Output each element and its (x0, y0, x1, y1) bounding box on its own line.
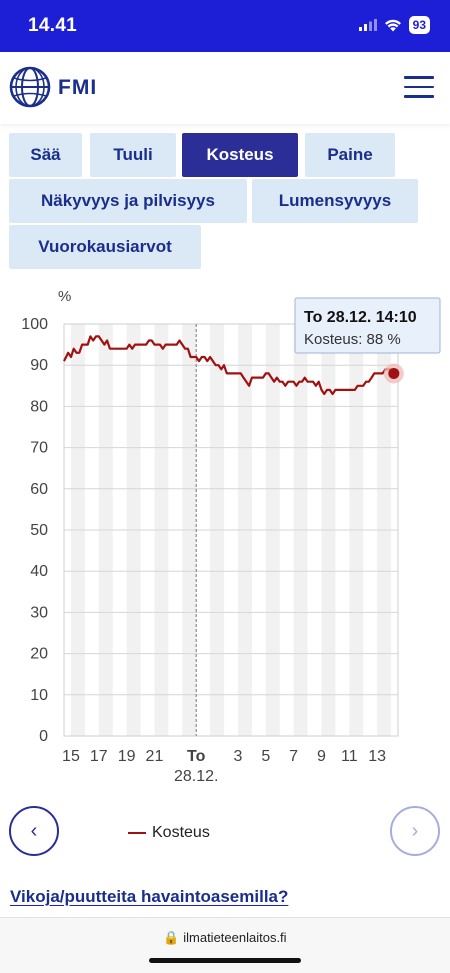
logo-text[interactable]: FMI (58, 76, 98, 99)
x-tick-label: To (187, 748, 206, 765)
status-bar: 14.41 93 (0, 0, 450, 52)
tab-kosteus-label: Kosteus (206, 145, 274, 164)
y-axis-unit: % (58, 288, 71, 305)
tab-saa-label: Sää (30, 145, 61, 164)
x-axis-ticks: 15 17 19 21 To 28.12. 3 5 7 9 11 13 (62, 748, 386, 785)
y-tick-label: 90 (30, 357, 48, 374)
lock-icon: 🔒 (163, 930, 180, 945)
y-tick-label: 60 (30, 481, 48, 498)
y-tick-label: 20 (30, 646, 48, 663)
battery-icon: 93 (408, 16, 430, 34)
tab-nakyvyys-label: Näkyvyys ja pilvisyys (41, 191, 215, 210)
status-icons: 93 (358, 15, 430, 35)
x-tick-label: 9 (317, 748, 326, 765)
divider (0, 917, 450, 918)
url-text: ilmatieteenlaitos.fi (183, 930, 287, 945)
legend-swatch (128, 832, 146, 834)
browser-url-bar[interactable]: 🔒 ilmatieteenlaitos.fi (0, 918, 450, 973)
status-time: 14.41 (28, 15, 78, 36)
x-tick-label: 7 (289, 748, 298, 765)
tab-nakyvyys-ja-pilvisyys[interactable]: Näkyvyys ja pilvisyys (9, 179, 247, 223)
y-tick-label: 30 (30, 604, 48, 621)
x-tick-label: 11 (341, 748, 358, 765)
tab-paine[interactable]: Paine (305, 133, 395, 177)
site-header: FMI (0, 52, 450, 124)
report-issues-link[interactable]: Vikoja/puutteita havaintoasemilla? (10, 887, 289, 906)
tab-lumensyvyys-label: Lumensyvyys (278, 191, 392, 210)
url-display[interactable]: 🔒 ilmatieteenlaitos.fi (0, 930, 450, 946)
tab-tuuli[interactable]: Tuuli (90, 133, 176, 177)
chevron-right-icon: › (411, 819, 419, 842)
tab-vuorokausiarvot-label: Vuorokausiarvot (38, 237, 172, 256)
y-tick-label: 50 (30, 522, 48, 539)
chart-legend[interactable]: Kosteus (128, 824, 210, 842)
tab-vuorokausiarvot[interactable]: Vuorokausiarvot (9, 225, 201, 269)
x-tick-label: 3 (234, 748, 243, 765)
cellular-signal-icon (358, 19, 377, 31)
y-tick-label: 0 (39, 728, 48, 745)
home-indicator (149, 958, 301, 963)
next-button[interactable]: › (390, 806, 440, 856)
legend-label: Kosteus (152, 824, 210, 841)
x-tick-sublabel: 28.12. (174, 768, 218, 785)
x-tick-label: 17 (90, 748, 108, 765)
tab-saa[interactable]: Sää (9, 133, 82, 177)
series-line-kosteus (63, 335, 394, 396)
y-tick-label: 70 (30, 440, 48, 457)
tab-lumensyvyys[interactable]: Lumensyvyys (252, 179, 418, 223)
wifi-icon (384, 19, 401, 31)
tooltip-value: Kosteus: 88 % (304, 331, 401, 348)
tooltip-box (294, 297, 441, 354)
chart-gridlines (64, 323, 398, 737)
plot-frame (63, 323, 399, 737)
tab-kosteus[interactable]: Kosteus (182, 133, 298, 177)
x-tick-label: 19 (118, 748, 136, 765)
y-tick-label: 80 (30, 398, 48, 415)
x-tick-label: 21 (146, 748, 164, 765)
hamburger-menu-icon[interactable] (404, 76, 434, 98)
y-tick-label: 100 (21, 316, 48, 333)
fmi-logo-icon[interactable] (8, 65, 52, 109)
humidity-chart[interactable]: 0 10 20 30 40 50 60 70 80 90 100 % 15 17 19 21 To 28.12… (0, 280, 450, 790)
x-tick-label: 5 (261, 748, 270, 765)
x-tick-label: 15 (62, 748, 80, 765)
y-tick-label: 40 (30, 563, 48, 580)
hover-point[interactable] (388, 367, 400, 379)
tab-paine-label: Paine (327, 145, 373, 164)
chart-svg[interactable]: 0 10 20 30 40 50 60 70 80 90 100 % 15 17 19 21 To 28.12… (0, 280, 450, 790)
tooltip: To 28.12. 14:10 Kosteus: 88 % (294, 297, 441, 354)
y-axis-ticks: 0 10 20 30 40 50 60 70 80 90 100 (21, 316, 48, 745)
y-tick-label: 10 (30, 687, 48, 704)
previous-button[interactable]: ‹ (9, 806, 59, 856)
x-tick-label: 13 (368, 748, 386, 765)
chevron-left-icon: ‹ (30, 819, 38, 842)
tooltip-title: To 28.12. 14:10 (304, 309, 417, 326)
tab-tuuli-label: Tuuli (113, 145, 153, 164)
